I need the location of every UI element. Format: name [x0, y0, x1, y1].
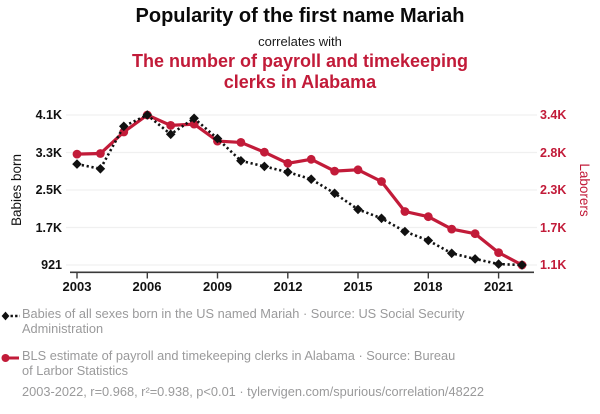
left-axis-tick: 1.7K	[35, 220, 62, 235]
chart-area: Babies born Laborers 4.1K 3.3K 2.5K 1.7K…	[0, 100, 600, 300]
legend-text-line: BLS estimate of payroll and timekeeping …	[22, 348, 456, 363]
chart-title: Popularity of the first name Mariah	[135, 5, 465, 27]
right-axis-tick: 1.7K	[540, 220, 567, 235]
right-axis-tick: 3.4K	[540, 108, 567, 122]
left-axis-tick: 2.5K	[35, 183, 62, 197]
left-axis-tick: 3.3K	[35, 145, 62, 160]
diamond-dotted-series-icon	[1, 309, 20, 324]
secondary-title-line-1: The number of payroll and timekeeping	[131, 51, 469, 71]
left-axis-tick: 921	[41, 258, 62, 272]
legend-item-clerks: BLS estimate of payroll and timekeeping …	[1, 348, 579, 378]
right-axis-tick: 2.3K	[540, 183, 567, 197]
x-axis-tick: 2012	[273, 279, 303, 294]
right-axis-tick: 2.8K	[540, 145, 567, 160]
circle-solid-series-icon	[1, 351, 20, 366]
x-axis-tick: 2006	[132, 279, 162, 294]
x-axis-tick: 2018	[413, 279, 443, 294]
x-axis-tick: 2003	[62, 279, 92, 294]
correlates-with-label: correlates with	[258, 34, 342, 49]
right-axis-tick: 1.1K	[540, 258, 567, 272]
x-axis-tick: 2015	[343, 279, 373, 294]
legend: Babies of all sexes born in the US named…	[1, 306, 579, 390]
left-axis-tick: 4.1K	[35, 108, 62, 122]
legend-text-line: Administration	[22, 321, 104, 336]
legend-text-line: of Larbor Statistics	[22, 363, 128, 378]
legend-item-mariah: Babies of all sexes born in the US named…	[1, 306, 579, 336]
x-axis-tick: 2009	[203, 279, 232, 294]
chart-plot-svg	[66, 110, 537, 279]
x-axis-tick: 2021	[484, 279, 513, 294]
legend-text-line: Babies of all sexes born in the US named…	[22, 306, 465, 321]
stats-footer: 2003-2022, r=0.968, r²=0.938, p<0.01 · t…	[22, 384, 485, 399]
secondary-chart-title: The number of payroll and timekeeping cl…	[0, 51, 600, 93]
secondary-title-line-2: clerks in Alabama	[223, 72, 377, 92]
